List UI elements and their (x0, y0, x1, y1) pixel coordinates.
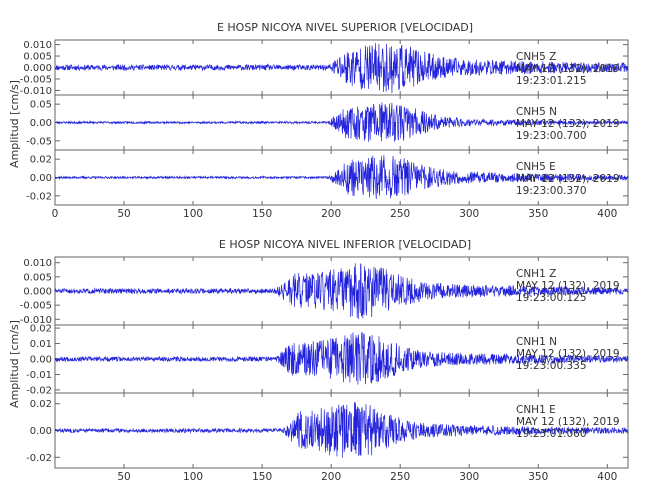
y-tick-label: -0.02 (26, 453, 52, 464)
y-tick-label: -0.005 (20, 301, 52, 312)
y-tick-label: 0.000 (23, 63, 52, 74)
y-tick-label: 0.02 (30, 324, 52, 335)
x-tick-label: 150 (252, 208, 272, 220)
y-tick-label: -0.02 (26, 385, 52, 396)
date-label: MAY 12 (132), 2019 (516, 173, 620, 185)
y-tick-label: -0.010 (20, 315, 52, 326)
x-tick-label: 50 (117, 471, 130, 483)
y-tick-label: -0.05 (26, 136, 52, 147)
time-label: 19:23:00.125 (516, 292, 587, 304)
waveform-trace (54, 102, 629, 142)
x-tick-label: 100 (183, 208, 203, 220)
y-tick-label: 0.010 (23, 40, 52, 51)
x-tick-label: 250 (390, 208, 410, 220)
channel-label: CNH1 E (516, 404, 556, 416)
x-tick-label: 300 (459, 208, 479, 220)
waveform-trace (54, 263, 629, 319)
y-tick-label: 0.00 (30, 426, 52, 437)
time-label: 19:23:00.335 (516, 360, 587, 372)
date-label: MAY 12 (132), 2019 (516, 348, 620, 360)
channel-label: CNH5 Z (516, 51, 556, 63)
date-label: MAY 12 (132), 2019 (516, 118, 620, 130)
x-tick-label: 150 (252, 471, 272, 483)
y-tick-label: 0.02 (30, 155, 52, 166)
time-label: 19:23:01.060 (516, 428, 587, 440)
time-label: 19:23:00.370 (516, 185, 587, 197)
y-tick-label: 0.01 (30, 339, 52, 350)
waveform-trace (54, 331, 629, 385)
date-label: MAY 12 (132), 2019 (516, 416, 620, 428)
x-tick-label: 400 (597, 471, 617, 483)
channel-label: CNH5 E (516, 161, 556, 173)
x-tick-label: 400 (597, 208, 617, 220)
y-axis-label: Amplitud [cm/s] (8, 80, 21, 168)
x-tick-label: 250 (390, 471, 410, 483)
chart-title: E HOSP NICOYA NIVEL INFERIOR [VELOCIDAD] (219, 238, 471, 251)
x-tick-label: 100 (183, 471, 203, 483)
date-label: MAY 12 (132), 2019 (516, 63, 620, 75)
y-tick-label: 0.005 (23, 52, 52, 63)
y-tick-label: 0.005 (23, 272, 52, 283)
x-tick-label: 300 (459, 471, 479, 483)
y-tick-label: -0.010 (20, 86, 52, 97)
y-tick-label: 0.010 (23, 258, 52, 269)
x-tick-label: 200 (321, 208, 341, 220)
y-tick-label: 0.05 (30, 100, 52, 111)
waveform-trace (54, 43, 629, 93)
y-axis-label: Amplitud [cm/s] (8, 320, 21, 408)
y-tick-label: 0.00 (30, 355, 52, 366)
x-tick-label: 350 (528, 471, 548, 483)
y-tick-label: 0.000 (23, 287, 52, 298)
y-tick-label: 0.00 (30, 118, 52, 129)
channel-label: CNH1 Z (516, 268, 556, 280)
waveform-trace (54, 154, 629, 200)
time-label: 19:23:00.700 (516, 130, 587, 142)
x-tick-label: 350 (528, 208, 548, 220)
channel-label: CNH1 N (516, 336, 557, 348)
y-tick-label: -0.02 (26, 191, 52, 202)
channel-label: CNH5 N (516, 106, 557, 118)
date-label: MAY 12 (132), 2019 (516, 280, 620, 292)
x-tick-label: 0 (52, 208, 59, 220)
y-tick-label: 0.02 (30, 399, 52, 410)
time-label: 19:23:01.215 (516, 75, 587, 87)
y-tick-label: 0.00 (30, 173, 52, 184)
x-tick-label: 200 (321, 471, 341, 483)
chart-upper-level: E HOSP NICOYA NIVEL SUPERIOR [VELOCIDAD]… (8, 21, 629, 220)
y-tick-label: -0.01 (26, 370, 52, 381)
y-tick-label: -0.005 (20, 74, 52, 85)
waveform-trace (54, 402, 629, 458)
chart-title: E HOSP NICOYA NIVEL SUPERIOR [VELOCIDAD] (217, 21, 473, 34)
x-tick-label: 50 (117, 208, 130, 220)
chart-lower-level: E HOSP NICOYA NIVEL INFERIOR [VELOCIDAD]… (8, 238, 629, 483)
